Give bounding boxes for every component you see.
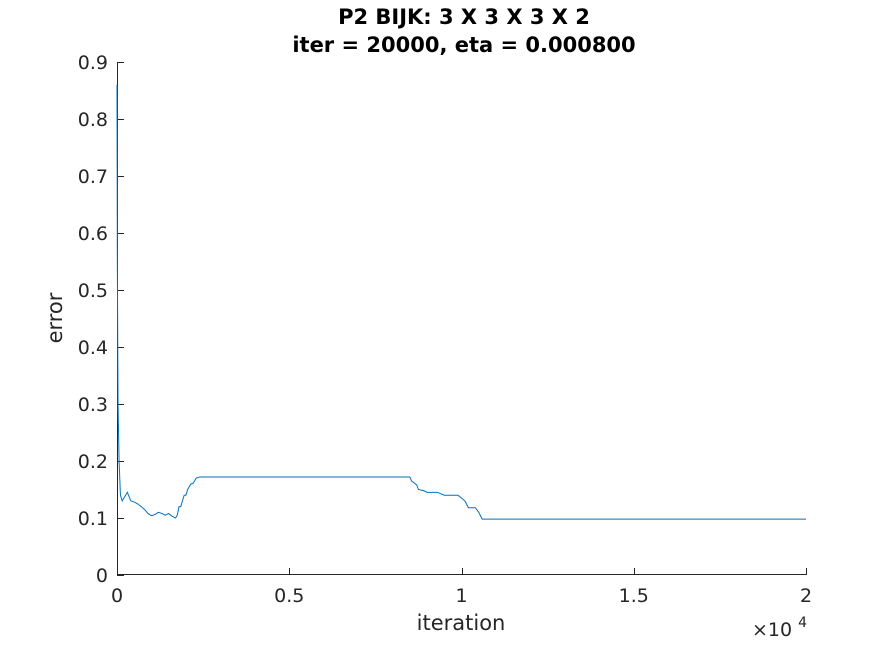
data-point xyxy=(192,483,193,484)
y-ticks: 0 0.1 0.2 0.3 0.4 0.5 0.6 0.7 0.8 0.9 xyxy=(78,52,124,587)
data-point xyxy=(154,514,155,515)
x-tick-label: 1 xyxy=(455,585,467,607)
data-point xyxy=(468,507,469,508)
data-point xyxy=(190,483,191,484)
y-tick-label: 0 xyxy=(96,565,108,587)
data-point xyxy=(668,519,669,520)
data-point xyxy=(633,519,634,520)
data-point xyxy=(122,500,123,501)
data-point xyxy=(116,84,117,85)
data-point xyxy=(457,495,458,496)
x-tick-label: 0.5 xyxy=(274,585,304,607)
data-point xyxy=(175,517,176,518)
data-point xyxy=(168,513,169,514)
data-point xyxy=(323,476,324,477)
data-point xyxy=(416,484,417,485)
data-point xyxy=(426,492,427,493)
data-point xyxy=(147,513,148,514)
data-point xyxy=(120,495,121,496)
data-point xyxy=(185,495,186,496)
y-tick-label: 0.4 xyxy=(78,337,108,359)
data-point xyxy=(444,495,445,496)
svg-text:×10 4: ×10 4 xyxy=(752,615,807,641)
data-point xyxy=(599,519,600,520)
y-axis-label: error xyxy=(43,292,67,343)
data-point xyxy=(430,492,431,493)
data-point xyxy=(158,512,159,513)
data-point xyxy=(130,500,131,501)
data-point xyxy=(165,515,166,516)
data-point xyxy=(482,519,483,520)
data-point xyxy=(471,507,472,508)
y-tick-label: 0.7 xyxy=(78,166,108,188)
data-point xyxy=(123,497,124,498)
data-point xyxy=(805,519,806,520)
data-point xyxy=(254,476,255,477)
y-tick-label: 0.3 xyxy=(78,394,108,416)
data-point xyxy=(411,480,412,481)
data-point xyxy=(203,476,204,477)
data-point xyxy=(437,492,438,493)
y-tick-label: 0.2 xyxy=(78,451,108,473)
data-point xyxy=(423,490,424,491)
data-point xyxy=(180,506,181,507)
chart-title: P2 BIJK: 3 X 3 X 3 X 2 xyxy=(338,5,590,29)
data-point xyxy=(172,516,173,517)
data-point xyxy=(737,519,738,520)
x-exponent-base: ×10 xyxy=(752,619,792,641)
data-point xyxy=(117,403,118,404)
data-point xyxy=(144,509,145,510)
data-point xyxy=(464,500,465,501)
data-point xyxy=(184,495,185,496)
data-point xyxy=(151,515,152,516)
data-point xyxy=(141,506,142,507)
x-tick-label: 0 xyxy=(111,585,123,607)
data-point xyxy=(771,519,772,520)
data-point xyxy=(117,261,118,262)
data-point xyxy=(530,519,531,520)
data-point xyxy=(220,476,221,477)
data-point xyxy=(702,519,703,520)
x-ticks: 0 0.5 1 1.5 2 xyxy=(111,568,812,607)
data-point xyxy=(289,476,290,477)
data-point xyxy=(564,519,565,520)
y-tick-label: 0.1 xyxy=(78,508,108,530)
data-point xyxy=(478,512,479,513)
data-point xyxy=(127,492,128,493)
x-axis-label: iteration xyxy=(417,611,506,635)
data-point xyxy=(451,495,452,496)
chart-subtitle: iter = 20000, eta = 0.000800 xyxy=(292,33,635,57)
data-point xyxy=(196,478,197,479)
y-tick-label: 0.8 xyxy=(78,109,108,131)
data-point xyxy=(358,476,359,477)
data-point xyxy=(409,476,410,477)
data-point xyxy=(177,515,178,516)
data-point xyxy=(392,476,393,477)
x-exponent-power: 4 xyxy=(798,615,807,631)
x-tick-label: 1.5 xyxy=(619,585,649,607)
data-point xyxy=(199,476,200,477)
data-point xyxy=(418,489,419,490)
data-point xyxy=(194,480,195,481)
data-point xyxy=(137,503,138,504)
data-point xyxy=(182,500,183,501)
data-point xyxy=(178,506,179,507)
data-point xyxy=(189,486,190,487)
y-tick-label: 0.5 xyxy=(78,280,108,302)
data-point xyxy=(134,501,135,502)
data-point xyxy=(485,519,486,520)
data-point xyxy=(118,460,119,461)
y-tick-label: 0.6 xyxy=(78,223,108,245)
series-points xyxy=(116,84,806,520)
y-tick-label: 0.9 xyxy=(78,52,108,74)
series-line xyxy=(116,84,806,520)
data-point xyxy=(475,507,476,508)
data-point xyxy=(161,513,162,514)
data-point xyxy=(495,519,496,520)
x-exponent-label: ×10 4 xyxy=(752,615,807,641)
x-tick-label: 2 xyxy=(800,585,812,607)
data-point xyxy=(187,489,188,490)
